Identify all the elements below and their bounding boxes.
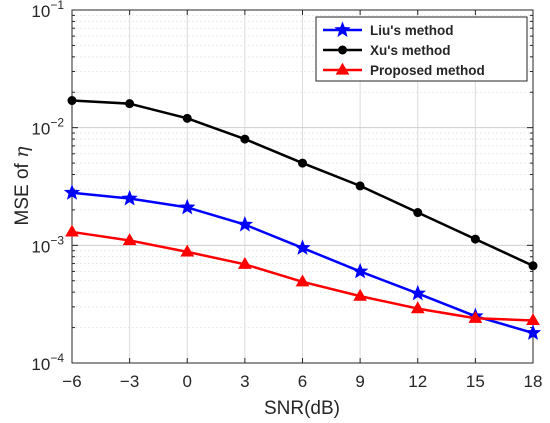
data-point-0-5 <box>351 262 369 279</box>
y-axis-label-symbol: η <box>11 146 33 158</box>
data-point-0-1 <box>121 189 138 206</box>
y-axis-label-text: MSE of <box>12 158 33 226</box>
legend-label-2: Proposed method <box>370 63 485 78</box>
legend-marker-2 <box>335 62 350 75</box>
x-tick-label: 6 <box>298 372 307 391</box>
data-point-1-2 <box>182 113 192 123</box>
y-tick-labels: 10−4 10−3 10−2 10−1 <box>31 0 64 374</box>
x-tick-label: 18 <box>524 372 543 391</box>
x-axis-label: SNR(dB) <box>264 398 340 419</box>
legend-marker-0 <box>334 21 351 37</box>
y-tick-label: 10−1 <box>31 0 64 21</box>
data-point-1-1 <box>125 99 135 109</box>
data-point-0-6 <box>409 284 426 301</box>
y-tick-label: 10−4 <box>31 351 64 374</box>
data-point-2-3 <box>238 256 252 269</box>
data-point-0-0 <box>63 184 81 200</box>
data-point-1-4 <box>298 158 307 168</box>
legend-marker-1 <box>338 45 347 55</box>
data-point-1-3 <box>240 134 250 144</box>
data-point-2-5 <box>353 288 367 301</box>
axis-ticks <box>71 9 534 364</box>
x-tick-label: 9 <box>355 372 364 391</box>
data-point-1-0 <box>67 96 77 106</box>
data-point-1-7 <box>470 234 480 244</box>
data-point-2-7 <box>468 310 483 323</box>
series-group <box>63 96 542 340</box>
data-point-2-0 <box>65 224 79 237</box>
legend: Liu's method Xu's method Proposed method <box>315 16 528 82</box>
data-point-0-8 <box>524 324 542 340</box>
data-point-0-3 <box>236 215 254 232</box>
data-point-0-4 <box>294 239 311 255</box>
data-point-2-4 <box>295 274 310 287</box>
x-tick-label: 3 <box>240 372 249 391</box>
data-point-2-8 <box>526 313 540 326</box>
y-tick-label: 10−3 <box>31 233 64 256</box>
legend-label-0: Liu's method <box>370 23 453 38</box>
y-axis-label: MSE of η <box>11 146 33 226</box>
x-tick-label: 15 <box>466 372 485 391</box>
data-point-2-6 <box>410 301 425 314</box>
x-tick-labels: −6 −3 0 3 6 9 12 15 18 <box>62 372 542 391</box>
legend-label-1: Xu's method <box>370 43 450 58</box>
y-tick-label: 10−2 <box>31 116 64 139</box>
data-point-1-8 <box>528 261 538 271</box>
data-point-0-2 <box>179 198 196 215</box>
data-point-2-1 <box>122 233 137 246</box>
x-tick-label: 12 <box>408 372 427 391</box>
x-tick-label: −3 <box>120 372 139 391</box>
x-tick-label: 0 <box>183 372 192 391</box>
x-tick-label: −6 <box>62 372 81 391</box>
data-point-1-6 <box>413 208 423 218</box>
data-point-2-2 <box>180 244 195 257</box>
data-point-1-5 <box>355 181 365 191</box>
